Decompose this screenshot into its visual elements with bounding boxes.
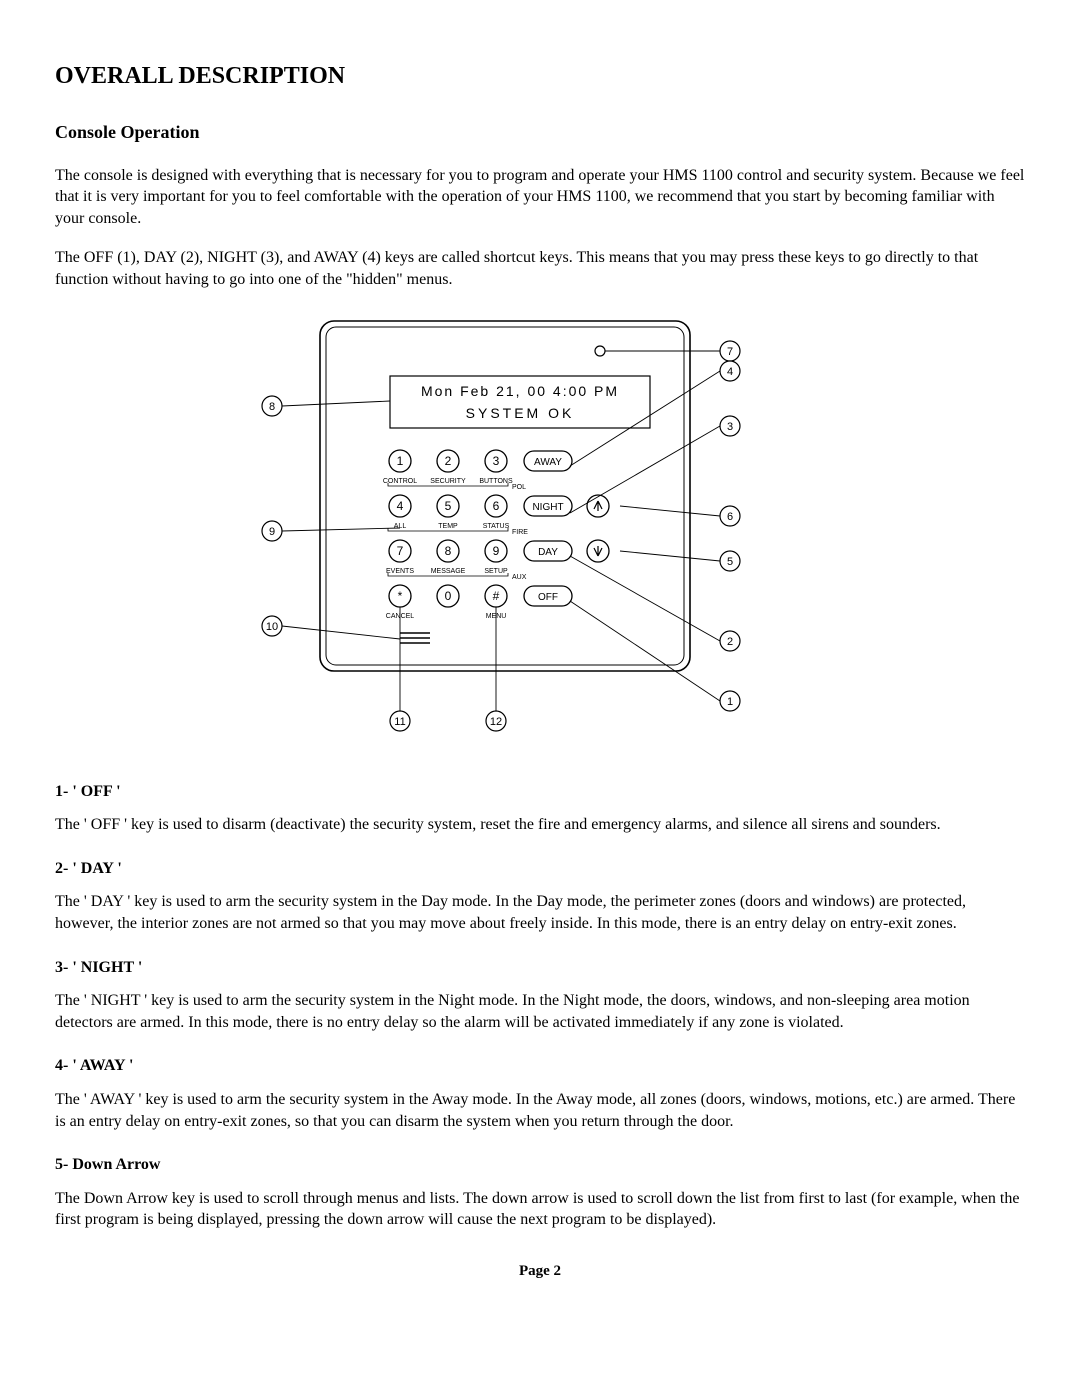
- svg-text:1: 1: [397, 454, 404, 468]
- svg-text:5: 5: [727, 556, 733, 568]
- key-description: The ' NIGHT ' key is used to arm the sec…: [55, 990, 1025, 1033]
- svg-text:SETUP: SETUP: [484, 568, 508, 575]
- key-description: The ' DAY ' key is used to arm the secur…: [55, 891, 1025, 934]
- svg-text:AWAY: AWAY: [534, 457, 562, 468]
- svg-text:4: 4: [397, 499, 404, 513]
- svg-text:5: 5: [445, 499, 452, 513]
- svg-text:1: 1: [727, 696, 733, 708]
- svg-text:7: 7: [727, 346, 733, 358]
- console-diagram: Mon Feb 21, 00 4:00 PMSYSTEM OK1CONTROL2…: [55, 311, 1025, 751]
- svg-text:STATUS: STATUS: [483, 523, 510, 530]
- svg-text:*: *: [398, 589, 403, 603]
- svg-text:0: 0: [445, 589, 452, 603]
- svg-text:TEMP: TEMP: [438, 523, 458, 530]
- svg-text:4: 4: [727, 366, 733, 378]
- key-heading: 1- ' OFF ': [55, 781, 1025, 803]
- page-number: Page 2: [55, 1261, 1025, 1281]
- console-svg: Mon Feb 21, 00 4:00 PMSYSTEM OK1CONTROL2…: [260, 311, 820, 751]
- svg-text:6: 6: [727, 511, 733, 523]
- svg-text:8: 8: [269, 401, 275, 413]
- svg-text:SYSTEM OK: SYSTEM OK: [466, 405, 575, 421]
- key-description: The Down Arrow key is used to scroll thr…: [55, 1188, 1025, 1231]
- svg-text:ALL: ALL: [394, 523, 407, 530]
- section-heading: Console Operation: [55, 120, 1025, 144]
- svg-text:7: 7: [397, 544, 404, 558]
- svg-text:3: 3: [493, 454, 500, 468]
- svg-text:12: 12: [490, 716, 502, 728]
- svg-text:#: #: [493, 589, 500, 603]
- svg-text:9: 9: [269, 526, 275, 538]
- page-title: OVERALL DESCRIPTION: [55, 60, 1025, 92]
- svg-text:SECURITY: SECURITY: [430, 478, 466, 485]
- svg-text:8: 8: [445, 544, 452, 558]
- key-heading: 3- ' NIGHT ': [55, 957, 1025, 979]
- key-heading: 2- ' DAY ': [55, 858, 1025, 880]
- svg-text:9: 9: [493, 544, 500, 558]
- svg-text:EVENTS: EVENTS: [386, 568, 414, 575]
- key-description: The ' OFF ' key is used to disarm (deact…: [55, 814, 1025, 836]
- intro-paragraph-2: The OFF (1), DAY (2), NIGHT (3), and AWA…: [55, 247, 1025, 290]
- svg-text:FIRE: FIRE: [512, 529, 528, 536]
- svg-text:11: 11: [394, 716, 405, 728]
- svg-text:2: 2: [445, 454, 452, 468]
- key-heading: 5- Down Arrow: [55, 1154, 1025, 1176]
- key-description: The ' AWAY ' key is used to arm the secu…: [55, 1089, 1025, 1132]
- svg-text:NIGHT: NIGHT: [532, 502, 563, 513]
- svg-text:3: 3: [727, 421, 733, 433]
- key-heading: 4- ' AWAY ': [55, 1055, 1025, 1077]
- svg-text:DAY: DAY: [538, 547, 558, 558]
- intro-paragraph-1: The console is designed with everything …: [55, 165, 1025, 230]
- svg-text:MESSAGE: MESSAGE: [431, 568, 466, 575]
- svg-text:OFF: OFF: [538, 592, 558, 603]
- svg-text:10: 10: [266, 621, 278, 633]
- svg-text:AUX: AUX: [512, 574, 527, 581]
- svg-text:2: 2: [727, 636, 733, 648]
- svg-text:Mon Feb 21, 00 4:00 PM: Mon Feb 21, 00 4:00 PM: [421, 383, 619, 399]
- svg-text:POL: POL: [512, 484, 526, 491]
- svg-text:6: 6: [493, 499, 500, 513]
